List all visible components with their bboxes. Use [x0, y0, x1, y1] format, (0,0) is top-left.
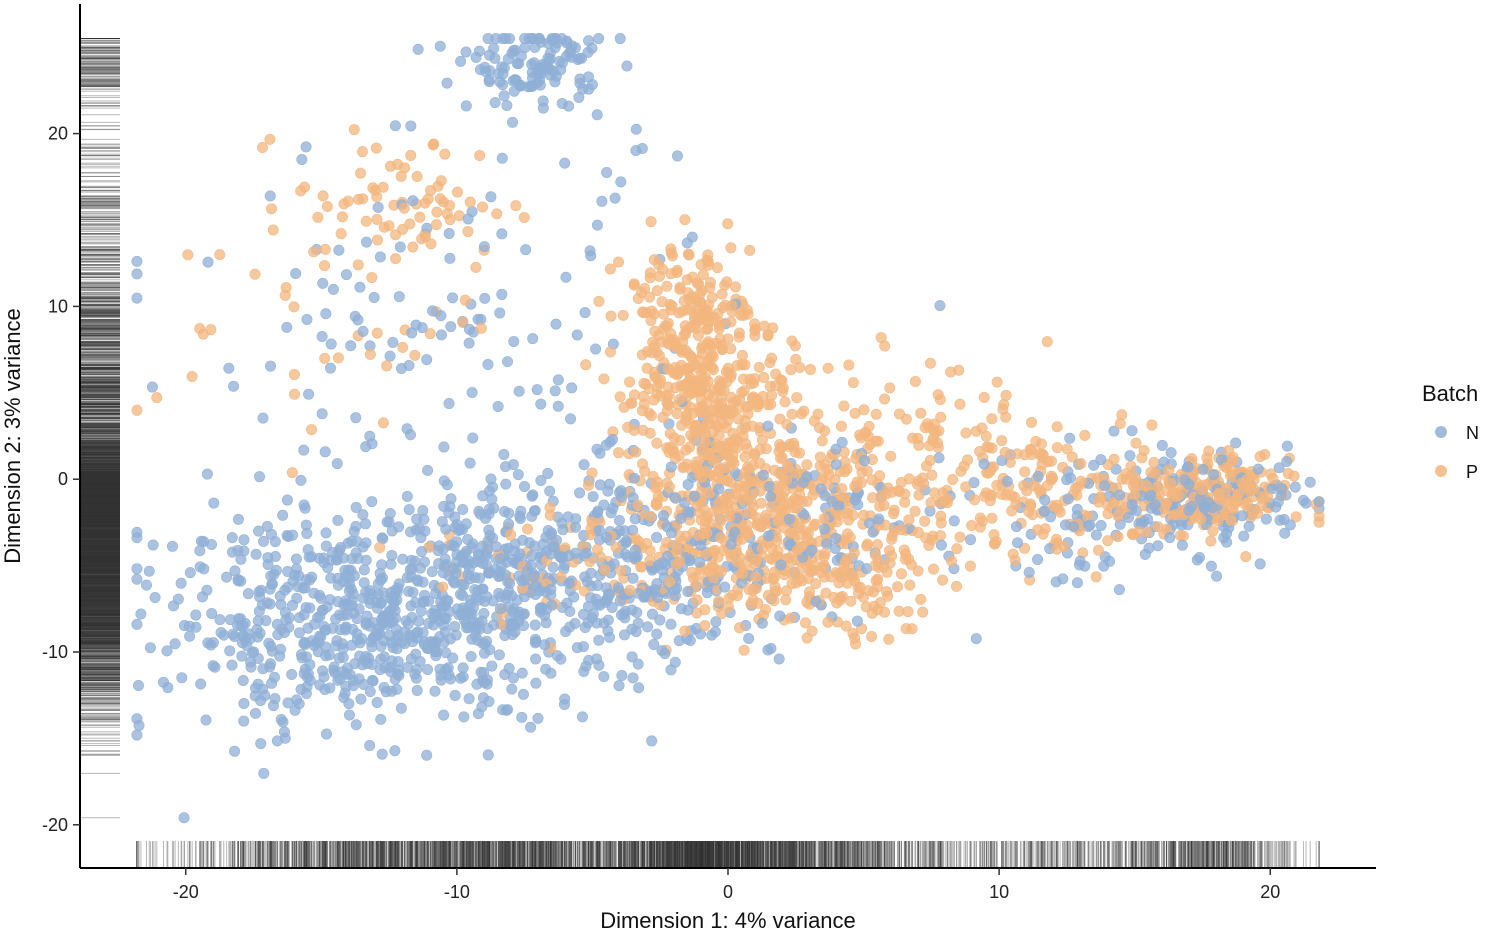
y-rug [80, 38, 120, 819]
x-rug [136, 841, 1320, 868]
